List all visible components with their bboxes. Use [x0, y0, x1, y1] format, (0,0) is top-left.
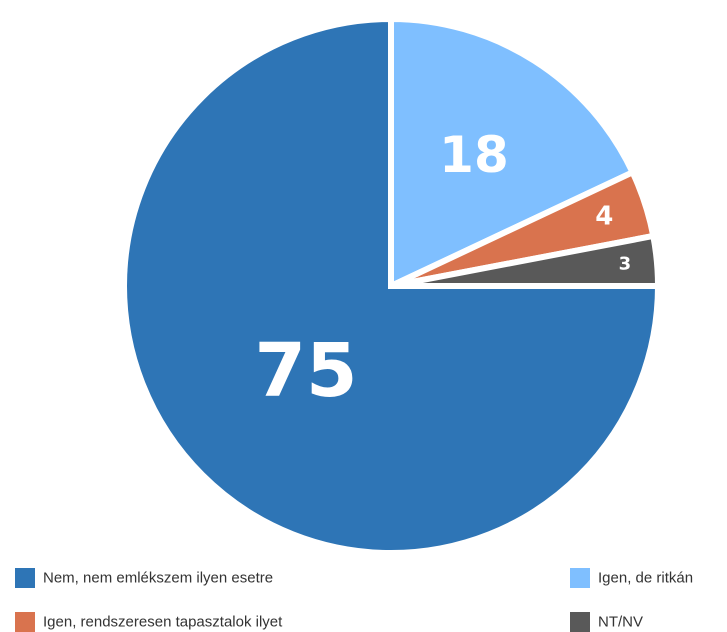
data-label: 18	[439, 126, 509, 184]
legend-label: Igen, de ritkán	[598, 570, 693, 587]
legend-label: Nem, nem emlékszem ilyen esetre	[43, 570, 273, 587]
data-label: 3	[619, 253, 632, 274]
legend-swatch	[570, 612, 590, 632]
legend-label: Igen, rendszeresen tapasztalok ilyet	[43, 614, 283, 631]
legend-label: NT/NV	[598, 614, 643, 631]
data-label: 4	[595, 202, 613, 232]
legend-swatch	[15, 568, 35, 588]
legend-swatch	[15, 612, 35, 632]
pie-slice	[121, 15, 662, 556]
pie-slice	[388, 15, 637, 291]
data-label: 75	[255, 328, 358, 414]
legend-swatch	[570, 568, 590, 588]
